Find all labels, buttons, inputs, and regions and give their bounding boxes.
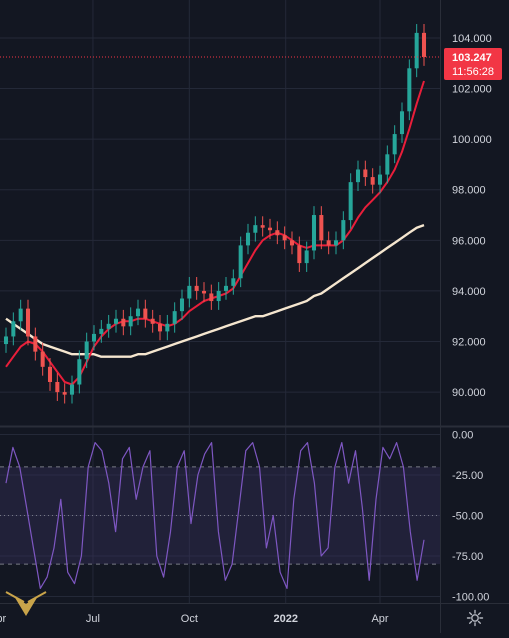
candle-body: [33, 336, 38, 352]
candle-body: [311, 215, 317, 251]
price-axis-label: 102.000: [452, 84, 492, 96]
price-badge-value: 103.247: [452, 52, 492, 64]
time-axis-label: 2022: [273, 613, 297, 625]
candle-body: [260, 225, 265, 228]
price-axis-label: 104.000: [452, 33, 492, 45]
candle-body: [231, 278, 236, 286]
candle-body: [150, 318, 155, 324]
candle-body: [99, 328, 104, 334]
candle-body: [55, 381, 60, 393]
chart-settings-button[interactable]: [440, 603, 509, 633]
candle-body: [253, 225, 258, 233]
candle-body: [209, 293, 214, 302]
candle-body: [135, 308, 141, 317]
oscillator-line: [5, 442, 425, 590]
ma-short-line: [5, 80, 425, 386]
candle-body: [121, 318, 126, 327]
candle-body: [377, 174, 383, 185]
candle-body: [187, 285, 192, 299]
candle-body: [84, 341, 89, 360]
price-badge-countdown: 11:56:28: [452, 66, 494, 78]
candle-body: [267, 227, 273, 231]
candle-body: [216, 290, 221, 302]
candle-body: [407, 68, 412, 112]
candle-body: [47, 366, 53, 382]
candle-layer: [3, 24, 427, 404]
price-axis-label: 96.000: [452, 235, 486, 247]
candle-body: [62, 392, 67, 395]
candle-body: [172, 311, 177, 324]
candle-body: [165, 323, 170, 332]
candle-body: [223, 285, 229, 291]
oscillator-layer: [0, 442, 440, 590]
oscillator-axis-label: -25.00: [452, 470, 483, 482]
candle-body: [355, 169, 361, 183]
candle-body: [399, 111, 405, 135]
candle-body: [194, 285, 199, 291]
oscillator-axis-label: -100.00: [452, 592, 489, 604]
oscillator-axis-label: -50.00: [452, 511, 483, 523]
candle-body: [319, 215, 324, 241]
candle-body: [297, 245, 302, 264]
price-axis-label: 90.000: [452, 387, 486, 399]
oscillator-axis-label: -75.00: [452, 551, 483, 563]
last-price-group: 103.247 11:56:28: [0, 47, 502, 80]
candle-body: [157, 323, 163, 332]
candle-body: [370, 177, 375, 185]
candle-body: [11, 321, 16, 337]
ma-short-layer: [5, 80, 425, 386]
candle-body: [392, 134, 397, 155]
candle-body: [91, 333, 97, 342]
time-axis-label: Apr: [0, 613, 7, 625]
ma-long-line: [5, 223, 425, 358]
candle-body: [275, 230, 280, 236]
candle-body: [40, 351, 45, 367]
price-axis-label: 100.000: [452, 134, 492, 146]
candle-body: [421, 32, 427, 57]
candle-body: [179, 298, 185, 312]
candle-body: [289, 240, 295, 246]
eagle-logo: [5, 591, 47, 616]
candle-body: [341, 220, 346, 241]
candle-body: [143, 308, 148, 319]
candle-body: [113, 318, 119, 324]
candle-body: [304, 250, 309, 264]
candle-body: [245, 232, 251, 246]
candle-body: [18, 308, 23, 322]
candle-body: [282, 235, 287, 241]
candle-body: [201, 290, 207, 294]
price-badge: [444, 47, 502, 80]
oscillator-axis-label: 0.00: [452, 429, 473, 441]
candle-body: [414, 32, 419, 69]
candle-body: [333, 240, 339, 246]
candle-body: [128, 316, 133, 327]
price-axis-label: 94.000: [452, 286, 486, 298]
price-axis-label: 92.000: [452, 337, 486, 349]
candle-body: [25, 308, 31, 337]
candle-body: [3, 336, 9, 345]
candle-body: [106, 323, 111, 329]
ma-long-layer: [5, 223, 425, 358]
time-axis-label: Oct: [181, 613, 198, 625]
time-axis-label: Jul: [86, 613, 100, 625]
time-axis-label: Apr: [371, 613, 388, 625]
gear-icon: [466, 609, 483, 627]
candle-body: [238, 245, 243, 279]
candle-body: [348, 182, 353, 221]
price-axis-label: 98.000: [452, 185, 486, 197]
candle-body: [77, 359, 82, 385]
candle-body: [326, 240, 331, 246]
candle-body: [363, 169, 368, 178]
candle-body: [69, 384, 75, 395]
candle-body: [385, 154, 390, 175]
